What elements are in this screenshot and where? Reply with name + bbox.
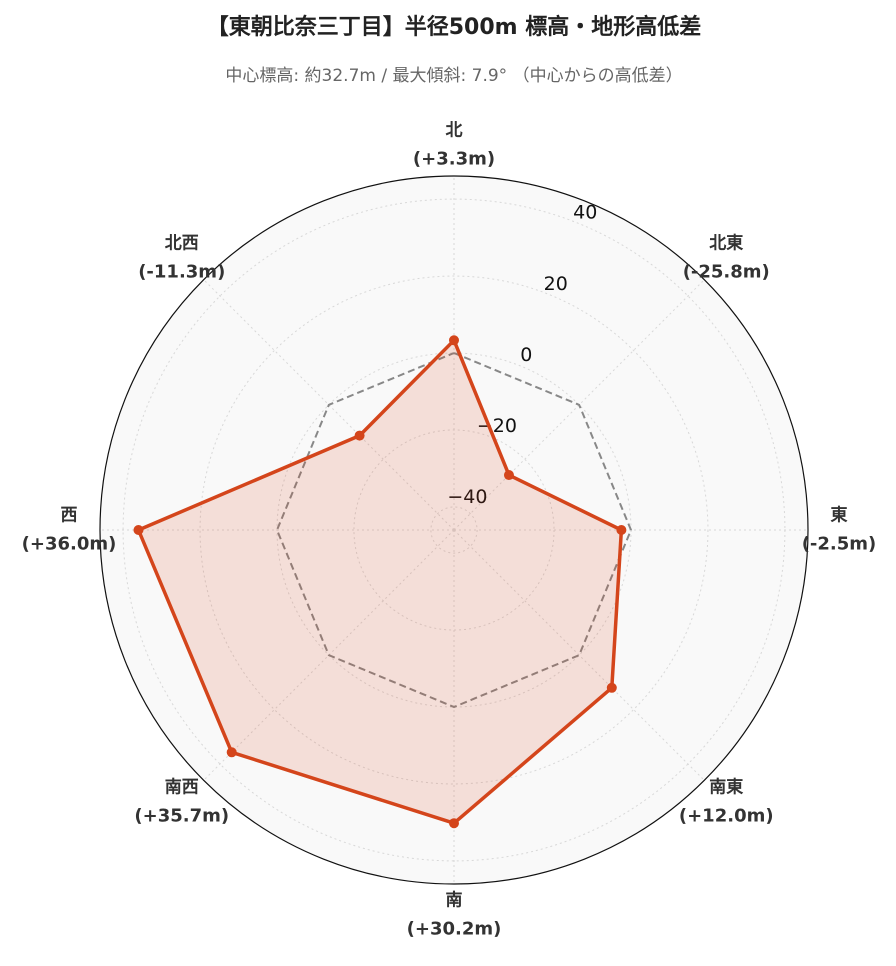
data-point [354, 430, 365, 441]
axis-label: 北 [446, 121, 463, 141]
axis-label: 北東 [709, 232, 743, 253]
spoke [453, 529, 705, 781]
r-tick-label: 0 [520, 344, 532, 366]
grid-circle [199, 275, 709, 785]
axis-label: 西 [61, 506, 78, 526]
data-point [503, 470, 514, 481]
axis-label: 東 [831, 505, 848, 526]
value-label: (-25.8m) [683, 261, 770, 282]
data-point [133, 525, 144, 535]
axis-label: 南東 [709, 777, 743, 798]
plot-border [99, 175, 809, 885]
value-label: (-2.5m) [802, 534, 877, 555]
r-tick-label: 20 [544, 273, 568, 295]
data-point [226, 747, 237, 758]
value-label: (+35.7m) [134, 806, 229, 827]
grid-circle [430, 506, 478, 554]
data-point [616, 525, 627, 535]
r-tick-label: 40 [573, 202, 597, 224]
r-tick-label: −40 [447, 486, 487, 508]
value-label: (+3.3m) [413, 149, 495, 170]
value-label: (+36.0m) [22, 534, 117, 555]
axis-label: 南西 [165, 777, 199, 798]
axis-label: 北西 [165, 233, 199, 253]
value-label: (-11.3m) [138, 261, 225, 282]
data-point [449, 818, 459, 829]
value-label: (+30.2m) [407, 919, 502, 940]
chart-subtitle: 中心標高: 約32.7m / 最大傾斜: 7.9° （中心からの高低差） [225, 66, 682, 86]
reference-line [275, 352, 633, 709]
value-label: (+12.0m) [679, 806, 774, 827]
axis-label: 南 [446, 890, 463, 911]
chart-title: 【東朝比奈三丁目】半径500m 標高・地形高低差 [207, 14, 702, 40]
data-point [449, 335, 459, 346]
data-point [606, 682, 617, 693]
